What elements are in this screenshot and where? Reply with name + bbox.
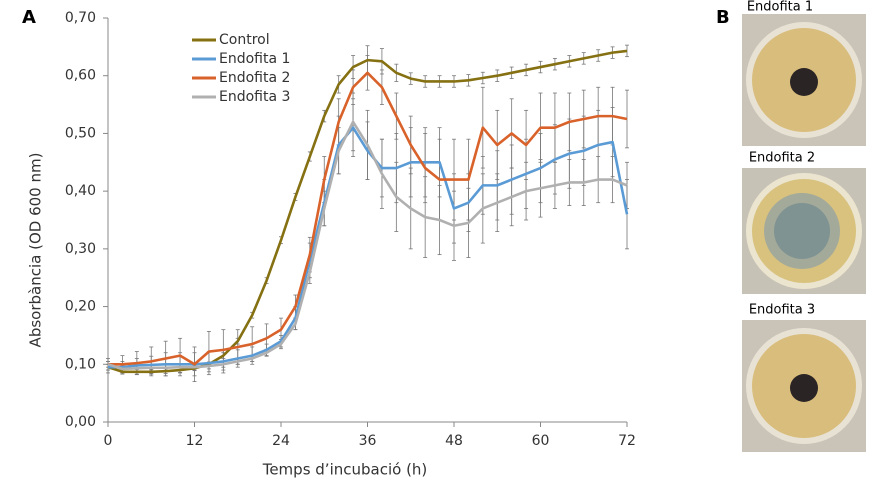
y-tick-label: 0,50 bbox=[65, 125, 96, 141]
x-tick-label: 48 bbox=[445, 433, 463, 449]
y-axis-title: Absorbància (OD 600 nm) bbox=[27, 153, 45, 348]
legend-label: Control bbox=[219, 32, 270, 48]
x-tick-label: 12 bbox=[186, 433, 204, 449]
x-tick-label: 0 bbox=[104, 433, 113, 449]
y-tick-label: 0,20 bbox=[65, 299, 96, 315]
x-tick-label: 72 bbox=[618, 433, 636, 449]
panel-label: A bbox=[22, 7, 36, 28]
error-bar bbox=[625, 44, 629, 58]
petri-dish-photo bbox=[742, 168, 866, 294]
image-caption: Endofita 2 bbox=[749, 151, 815, 166]
data-line bbox=[107, 49, 628, 374]
image-caption: Endofita 3 bbox=[749, 303, 815, 318]
colony-center bbox=[774, 203, 830, 259]
x-tick-label: 24 bbox=[272, 433, 290, 449]
y-tick-label: 0,00 bbox=[65, 414, 96, 430]
petri-dish-photo bbox=[742, 14, 866, 146]
x-axis-title: Temps d’incubació (h) bbox=[262, 461, 428, 479]
legend-label: Endofita 2 bbox=[219, 70, 290, 86]
y-tick-label: 0,40 bbox=[65, 183, 96, 199]
y-tick-label: 0,30 bbox=[65, 241, 96, 257]
legend-label: Endofita 1 bbox=[219, 51, 290, 67]
y-tick-label: 0,70 bbox=[65, 10, 96, 26]
x-tick-label: 60 bbox=[532, 433, 550, 449]
legend-label: Endofita 3 bbox=[219, 89, 290, 105]
y-tick-label: 0,60 bbox=[65, 68, 96, 84]
panel-label: B bbox=[716, 7, 730, 28]
colony bbox=[790, 374, 818, 402]
image-caption: Endofita 1 bbox=[747, 0, 813, 15]
x-tick-label: 36 bbox=[359, 433, 377, 449]
data-line bbox=[108, 71, 628, 366]
petri-dish-photo bbox=[742, 320, 866, 452]
plot-area: 0,00 0,10 0,20 0,30 0,40 0,50 0,60 0,70 0 12 24 36 4… bbox=[65, 10, 636, 449]
colony bbox=[790, 68, 818, 96]
y-tick-label: 0,10 bbox=[65, 356, 96, 372]
data-line bbox=[107, 120, 628, 371]
